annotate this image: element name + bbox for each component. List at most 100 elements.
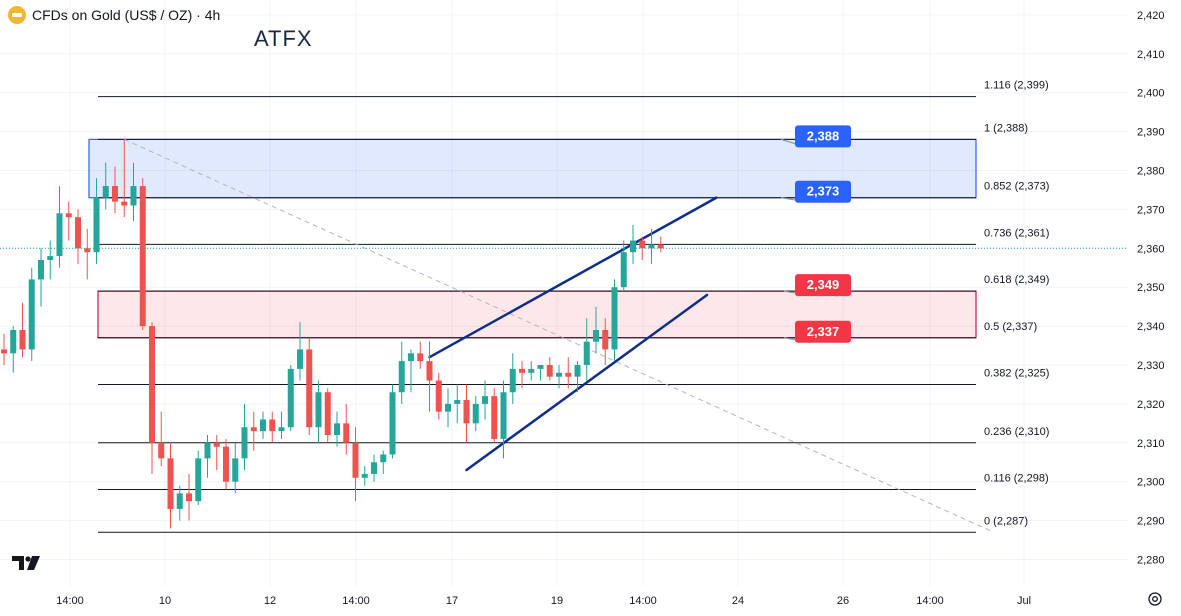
price-tick-label: 2,390 [1137, 127, 1165, 139]
gear-icon[interactable] [1147, 591, 1163, 607]
grid-lines [0, 0, 1128, 586]
price-callout: 2,373 [780, 180, 851, 203]
candle [223, 438, 229, 490]
candle [509, 353, 516, 404]
candle [10, 326, 17, 373]
price-tick-label: 2,350 [1137, 282, 1165, 294]
candle [371, 454, 377, 482]
candle [130, 162, 137, 222]
candle-body [232, 458, 239, 482]
candle-body [112, 186, 118, 202]
candle-body [454, 400, 461, 404]
tradingview-logo-icon[interactable] [12, 554, 44, 572]
fib-label: 0 (2,287) [984, 515, 1028, 527]
callout-label: 2,337 [807, 324, 840, 339]
candle-body [130, 186, 137, 206]
time-tick-label: 19 [551, 595, 563, 607]
candle-body [334, 423, 340, 436]
candle-body [602, 329, 609, 350]
brand-watermark: ATFX [254, 26, 313, 51]
callout-label: 2,388 [807, 128, 840, 143]
candle [380, 450, 387, 474]
time-axis[interactable]: 14:00 10 12 14:00 17 19 14:00 24 26 14:00 Jul [56, 595, 1031, 607]
fib-label: 0.382 (2,325) [984, 367, 1049, 379]
price-tick-label: 2,410 [1137, 49, 1165, 61]
candle-body [389, 392, 396, 455]
candle-body [565, 372, 572, 377]
candle-body [278, 427, 285, 432]
candle [417, 341, 424, 369]
candle-body [102, 186, 109, 198]
candle-body [324, 392, 331, 436]
candle [574, 361, 581, 393]
channel-upper-line [428, 196, 718, 359]
symbol-title[interactable]: CFDs on Gold (US$ / OZ) · 4h [32, 7, 221, 23]
candle [334, 411, 340, 447]
candle [500, 380, 507, 459]
candle [657, 236, 664, 253]
candle [195, 450, 202, 506]
candle-body [297, 349, 303, 369]
candle [158, 411, 165, 467]
candle-body [657, 244, 664, 249]
price-tick-label: 2,360 [1137, 243, 1165, 255]
candle-body [195, 458, 202, 502]
candle [435, 372, 442, 420]
price-axis[interactable]: 2,280 2,290 2,300 2,310 2,320 2,330 2,340 2,350… [1128, 0, 1181, 616]
price-callouts: 2,388 2,373 2,349 2,337 [780, 125, 851, 343]
candle [482, 380, 488, 420]
candle-body [574, 365, 581, 377]
candle [583, 318, 590, 381]
candle-body [639, 240, 646, 249]
candle [84, 228, 91, 280]
candle [426, 341, 433, 412]
candle-body [38, 259, 44, 280]
candle-body [417, 353, 424, 362]
candle [287, 365, 294, 432]
price-tick-label: 2,330 [1137, 360, 1165, 372]
price-tick-label: 2,370 [1137, 204, 1165, 216]
candle [324, 388, 331, 443]
candle-body [139, 186, 146, 327]
candle [306, 337, 313, 436]
candle-body [1, 349, 7, 354]
candle-body [463, 400, 470, 424]
fib-label: 0.116 (2,298) [984, 472, 1049, 484]
price-tick-label: 2,380 [1137, 166, 1165, 178]
candle-body [472, 403, 479, 424]
candle-body [186, 493, 192, 502]
candle-body [648, 244, 655, 249]
candle [47, 240, 54, 280]
candle-body [75, 217, 81, 249]
candle [269, 411, 276, 443]
candle [343, 403, 350, 455]
price-tick-label: 2,290 [1137, 516, 1165, 528]
candle [389, 384, 396, 459]
candle [593, 306, 599, 354]
candle-body [10, 329, 17, 354]
fib-label: 0.852 (2,373) [984, 181, 1049, 193]
candle-body [371, 462, 377, 474]
candle [408, 349, 414, 393]
candle [398, 341, 405, 404]
candle [630, 224, 636, 264]
time-tick-label: 24 [732, 595, 744, 607]
candle [186, 473, 192, 521]
candle-body [241, 427, 248, 459]
fib-label: 0.618 (2,349) [984, 274, 1049, 286]
time-tick-label: 12 [264, 595, 276, 607]
callout-label: 2,349 [807, 277, 840, 292]
candle-body [306, 349, 313, 428]
price-callout: 2,388 [780, 125, 851, 148]
candle-body [149, 326, 155, 443]
candle-body [408, 353, 414, 362]
candle-body [19, 329, 26, 350]
candle [454, 384, 461, 424]
price-tick-label: 2,320 [1137, 399, 1165, 411]
time-tick-label: 14:00 [342, 595, 370, 607]
candle-body [435, 380, 442, 412]
candle [149, 322, 155, 474]
candle-body [528, 368, 535, 373]
candle [65, 201, 72, 241]
